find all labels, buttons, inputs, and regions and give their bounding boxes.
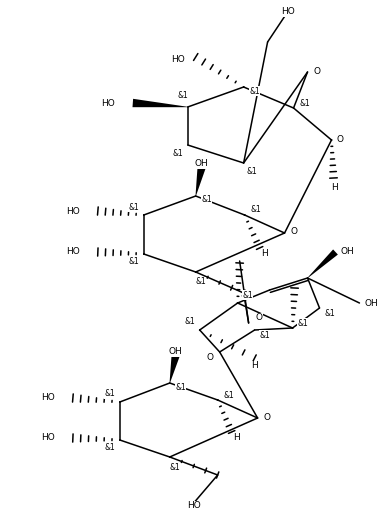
Text: OH: OH [169, 348, 183, 356]
Text: O: O [206, 352, 213, 362]
Text: HO: HO [66, 248, 80, 256]
Polygon shape [308, 249, 338, 278]
Text: &1: &1 [128, 202, 139, 212]
Text: &1: &1 [104, 389, 115, 399]
Text: &1: &1 [250, 205, 261, 215]
Text: O: O [313, 66, 320, 76]
Text: &1: &1 [246, 166, 257, 176]
Text: &1: &1 [104, 443, 115, 453]
Text: &1: &1 [172, 148, 183, 158]
Polygon shape [196, 166, 206, 196]
Text: &1: &1 [128, 258, 139, 266]
Text: H: H [261, 249, 268, 258]
Text: &1: &1 [201, 196, 212, 204]
Text: &1: &1 [249, 87, 260, 95]
Text: H: H [233, 433, 240, 441]
Text: HO: HO [41, 393, 55, 403]
Text: O: O [337, 135, 344, 145]
Text: O: O [263, 413, 270, 421]
Text: OH: OH [364, 299, 378, 307]
Text: OH: OH [340, 248, 354, 256]
Text: HO: HO [41, 434, 55, 442]
Text: H: H [331, 182, 338, 192]
Text: &1: &1 [259, 331, 270, 339]
Text: &1: &1 [185, 318, 195, 327]
Polygon shape [170, 354, 180, 383]
Text: HO: HO [101, 98, 115, 108]
Text: HO: HO [281, 8, 295, 16]
Text: &1: &1 [242, 290, 253, 300]
Text: O: O [290, 228, 297, 236]
Text: &1: &1 [177, 92, 188, 100]
Text: &1: &1 [169, 462, 180, 472]
Text: &1: &1 [297, 318, 308, 328]
Polygon shape [133, 99, 188, 107]
Text: O: O [255, 314, 262, 322]
Text: &1: &1 [175, 383, 186, 391]
Text: HO: HO [66, 207, 80, 215]
Text: &1: &1 [223, 390, 234, 400]
Text: H: H [251, 362, 258, 370]
Text: OH: OH [195, 160, 209, 168]
Text: HO: HO [171, 56, 185, 64]
Text: HO: HO [187, 502, 201, 510]
Text: &1: &1 [324, 308, 335, 318]
Text: &1: &1 [299, 98, 310, 108]
Text: &1: &1 [195, 278, 206, 286]
